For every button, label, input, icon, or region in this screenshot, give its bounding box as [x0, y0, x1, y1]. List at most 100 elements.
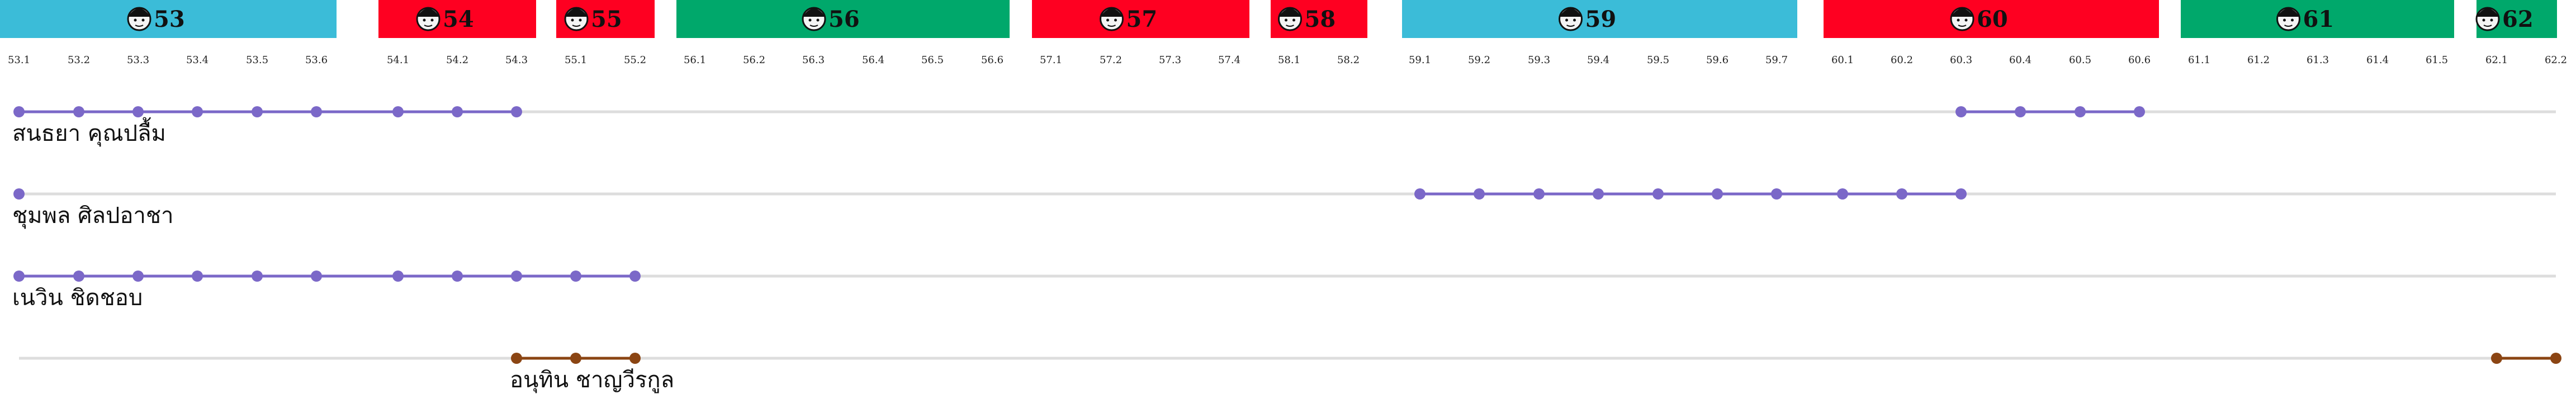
tick-label: 61.3 [2307, 54, 2329, 66]
section-box [2181, 0, 2454, 38]
face-icon [1100, 7, 1124, 31]
tenure-point [13, 188, 25, 200]
person-row: สนธยา คุณปลื้ม [12, 106, 2556, 147]
person-row: เนวิน ชิดชอบ [12, 271, 2556, 311]
tenure-point [1955, 106, 1967, 117]
tenure-point [1652, 188, 1664, 200]
face-icon [564, 7, 589, 31]
tick-label: 59.7 [1765, 54, 1788, 66]
tick-label: 59.3 [1528, 54, 1550, 66]
tick-label: 57.4 [1218, 54, 1240, 66]
section-54: 54 [378, 0, 536, 38]
face-icon [802, 7, 826, 31]
section-label: 54 [443, 6, 474, 32]
section-label: 58 [1305, 6, 1336, 32]
tick-label: 56.1 [684, 54, 706, 66]
section-61: 61 [2181, 0, 2454, 38]
tenure-point [1837, 188, 1848, 200]
tick-label: 59.6 [1706, 54, 1729, 66]
tenure-point [13, 106, 25, 117]
tenure-point [2015, 106, 2026, 117]
tenure-point [2550, 353, 2561, 364]
tick-label: 59.5 [1647, 54, 1669, 66]
tick-label: 62.1 [2485, 54, 2508, 66]
section-label: 59 [1585, 6, 1617, 32]
tenure-point [629, 271, 641, 282]
face-icon [416, 7, 441, 31]
tick-label: 56.6 [981, 54, 1003, 66]
tenure-point [2075, 106, 2086, 117]
section-53: 53 [0, 0, 337, 38]
tick-label: 53.1 [8, 54, 30, 66]
tick-label: 61.4 [2366, 54, 2389, 66]
tick-label: 61.5 [2426, 54, 2448, 66]
section-57: 57 [1032, 0, 1249, 38]
section-box [676, 0, 1010, 38]
section-label: 56 [828, 6, 860, 32]
tick-label: 57.1 [1040, 54, 1062, 66]
tick-label: 53.5 [246, 54, 268, 66]
tick-label: 60.2 [1891, 54, 1913, 66]
tenure-point [252, 271, 263, 282]
tick-label: 60.4 [2009, 54, 2032, 66]
section-55: 55 [556, 0, 655, 38]
section-box [1824, 0, 2159, 38]
face-icon [127, 7, 151, 31]
tenure-point [311, 106, 322, 117]
tick-label: 59.2 [1468, 54, 1490, 66]
tenure-point [1955, 188, 1967, 200]
tick-label: 60.5 [2069, 54, 2091, 66]
tenure-point [2134, 106, 2145, 117]
section-62: 62 [2475, 0, 2557, 38]
section-label: 62 [2502, 6, 2534, 32]
tenure-point [2491, 353, 2502, 364]
tick-label: 53.6 [305, 54, 328, 66]
tenure-point [511, 353, 522, 364]
person-row: อนุทิน ชาญวีรกูล [19, 353, 2561, 393]
tick-label: 56.2 [743, 54, 765, 66]
tenure-point [629, 353, 641, 364]
tick-label: 56.4 [862, 54, 884, 66]
tick-label: 60.6 [2128, 54, 2151, 66]
person-name: เนวิน ชิดชอบ [12, 285, 143, 311]
tick-label: 62.2 [2545, 54, 2567, 66]
tenure-point [1771, 188, 1782, 200]
section-60: 60 [1824, 0, 2159, 38]
tenure-point [1712, 188, 1723, 200]
tenure-point [311, 271, 322, 282]
tick-label: 56.5 [921, 54, 944, 66]
tick-label: 55.1 [565, 54, 587, 66]
tick-label: 54.1 [387, 54, 409, 66]
section-56: 56 [676, 0, 1010, 38]
face-icon [1278, 7, 1302, 31]
tick-label: 53.3 [127, 54, 149, 66]
tick-label: 59.4 [1587, 54, 1609, 66]
section-headers: 53 54 55 56 57 58 59 60 61 62 [0, 0, 2557, 38]
tenure-point [1896, 188, 1907, 200]
tenure-point [1474, 188, 1485, 200]
tick-label: 56.3 [802, 54, 825, 66]
person-name: สนธยา คุณปลื้ม [12, 117, 166, 147]
tenure-point [511, 271, 522, 282]
tenure-point [1593, 188, 1604, 200]
tick-labels: 53.1 53.2 53.3 53.4 53.5 53.6 54.1 54.2 54.3 55.1… [8, 54, 2567, 66]
tick-label: 59.1 [1409, 54, 1431, 66]
person-row: ชุมพล ศิลปอาชา [12, 188, 2556, 229]
tick-label: 55.2 [624, 54, 646, 66]
tenure-point [192, 106, 203, 117]
tick-label: 60.3 [1950, 54, 1972, 66]
section-59: 59 [1402, 0, 1797, 38]
face-icon [1950, 7, 1974, 31]
tenure-point [452, 106, 463, 117]
tenure-point [570, 353, 581, 364]
tick-label: 53.2 [68, 54, 90, 66]
tick-label: 61.1 [2188, 54, 2210, 66]
tenure-point [392, 271, 404, 282]
tick-label: 60.1 [1831, 54, 1854, 66]
section-58: 58 [1271, 0, 1367, 38]
section-label: 55 [591, 6, 622, 32]
tick-label: 58.2 [1337, 54, 1360, 66]
tenure-point [192, 271, 203, 282]
